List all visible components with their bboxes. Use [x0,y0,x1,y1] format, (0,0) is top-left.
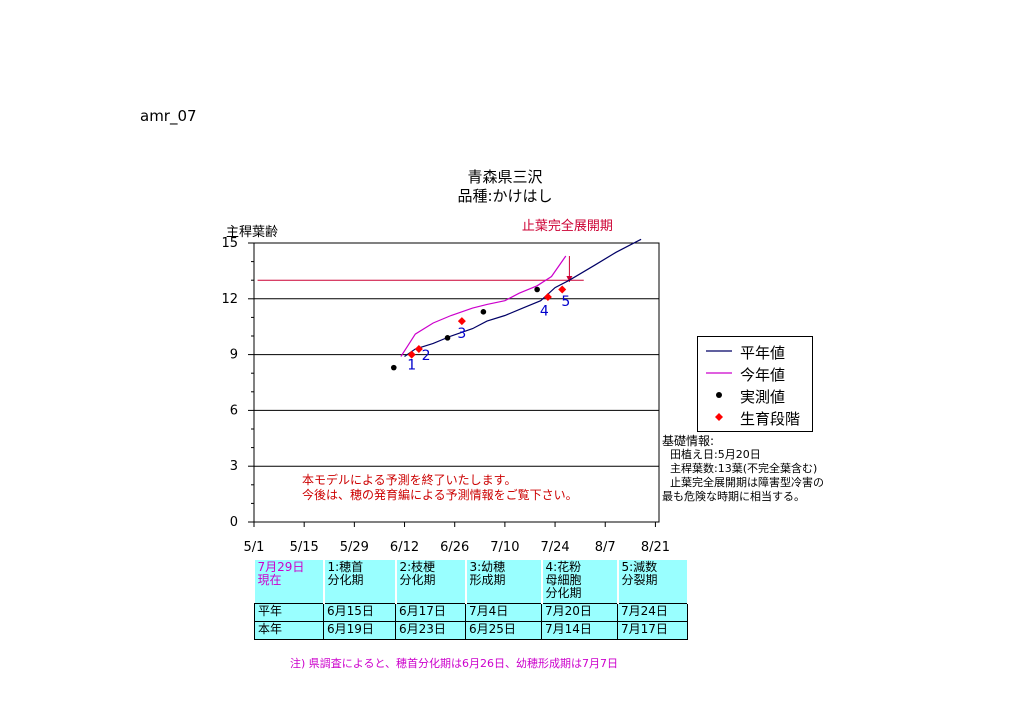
arrow-head-icon [566,276,573,283]
info-note-2: 最も危険な時期に相当する。 [662,490,805,503]
x-tick-label: 7/24 [540,540,569,555]
stage-table-header: 7月29日 現在 1:穂首 分化期 2:枝梗 分化期 3:幼穂 形成期 4:花粉… [254,560,689,604]
chart-title: 青森県三沢 [467,168,542,186]
x-tick-label: 5/15 [290,540,319,555]
info-leaf-count: 主稈葉数:13葉(不完全葉含む) [670,462,818,475]
stage-point [407,350,416,359]
notice-line-1: 本モデルによる予測を終了いたします。 [302,473,517,487]
stage-point [543,292,552,301]
x-tick-label: 6/12 [390,540,419,555]
y-tick-label: 12 [221,292,238,307]
table-cell: 6月23日 [395,621,466,640]
x-tick-label: 5/29 [340,540,369,555]
x-tick-label: 5/1 [244,540,265,555]
info-planting-date: 田植え日:5月20日 [670,448,761,461]
table-cell: 6月25日 [465,621,542,640]
series-heikin-line [404,238,642,357]
table-cell: 6月15日 [323,603,396,622]
basic-info: 基礎情報: 田植え日:5月20日 主稈葉数:13葉(不完全葉含む) 止葉完全展開… [662,434,824,504]
notice-line-2: 今後は、穂の発育編による予測情報をご覧下さい。 [302,488,578,502]
line-swatch-icon [706,372,732,374]
dot-marker-icon [716,392,722,398]
x-tick-label: 6/26 [440,540,469,555]
y-tick-label: 0 [230,515,238,530]
stage-header-cell: 1:穂首 分化期 [323,560,397,604]
line-swatch-icon [706,350,732,352]
table-cell: 7月14日 [541,621,618,640]
y-tick-label: 15 [221,236,238,251]
legend-item-konen: 今年値 [698,363,812,384]
stage-number-label: 1 [407,357,416,373]
table-cell: 7月24日 [617,603,688,622]
legend-label-jissoku: 実測値 [740,388,786,406]
stage-header-cell: 3:幼穂 形成期 [465,560,543,604]
prediction-notice: 本モデルによる予測を終了いたします。 今後は、穂の発育編による予測情報をご覧下さ… [302,473,578,503]
table-cell: 平年 [254,603,324,622]
y-tick-label: 9 [230,348,238,363]
stage-point [457,317,466,326]
stage-header-cell: 4:花粉 母細胞 分化期 [541,560,619,604]
stage-point [558,285,567,294]
observed-point [534,286,540,293]
stage-number-label: 4 [540,304,549,320]
table-cell: 7月17日 [617,621,688,640]
legend-item-jissoku: 実測値 [698,385,812,406]
table-cell: 7月4日 [465,603,542,622]
stage-header-cell: 7月29日 現在 [254,560,325,604]
stage-header-cell: 5:減数 分裂期 [617,560,689,604]
chart-subtitle: 品種:かけはし [457,187,552,205]
stage-number-label: 2 [422,348,431,364]
legend-label-konen: 今年値 [740,366,786,384]
plot-frame [253,242,660,523]
observed-point [390,364,397,371]
table-cell: 6月17日 [395,603,466,622]
observed-point [480,309,487,315]
legend-item-seiiku: 生育段階 [698,407,812,428]
x-tick-label: 7/10 [490,540,519,555]
diamond-marker-icon [715,413,723,421]
table-cell: 6月19日 [323,621,396,640]
observed-point [444,335,451,341]
legend-label-seiiku: 生育段階 [740,410,801,428]
info-note-1: 止葉完全展開期は障害型冷害の [670,476,824,489]
table-row: 本年 6月19日 6月23日 6月25日 7月14日 7月17日 [254,621,688,640]
chart-legend: 平年値 今年値 実測値 生育段階 [697,336,813,432]
stage-table: 7月29日 現在 1:穂首 分化期 2:枝梗 分化期 3:幼穂 形成期 4:花粉… [254,560,689,640]
stage-point [414,345,423,354]
info-title: 基礎情報: [662,434,715,448]
stage-number-label: 3 [457,326,466,342]
y-tick-label: 6 [230,403,238,418]
document-label: amr_07 [140,107,197,125]
x-tick-label: 8/7 [595,540,616,555]
stage-number-label: 5 [561,294,570,310]
y-tick-label: 3 [230,459,238,474]
x-tick-label: 8/21 [641,540,670,555]
legend-label-heikin: 平年値 [740,344,786,362]
y-axis-label: 主稈葉齢 [226,225,278,240]
table-cell: 本年 [254,621,324,640]
annotation-label: 止葉完全展開期 [522,218,613,234]
legend-item-heikin: 平年値 [698,341,812,362]
table-cell: 7月20日 [541,603,618,622]
table-row: 平年 6月15日 6月17日 7月4日 7月20日 7月24日 [254,603,688,622]
stage-header-cell: 2:枝梗 分化期 [395,560,467,604]
footnote: 注) 県調査によると、穂首分化期は6月26日、幼穂形成期は7月7日 [290,657,619,670]
series-konen-line [400,255,567,357]
